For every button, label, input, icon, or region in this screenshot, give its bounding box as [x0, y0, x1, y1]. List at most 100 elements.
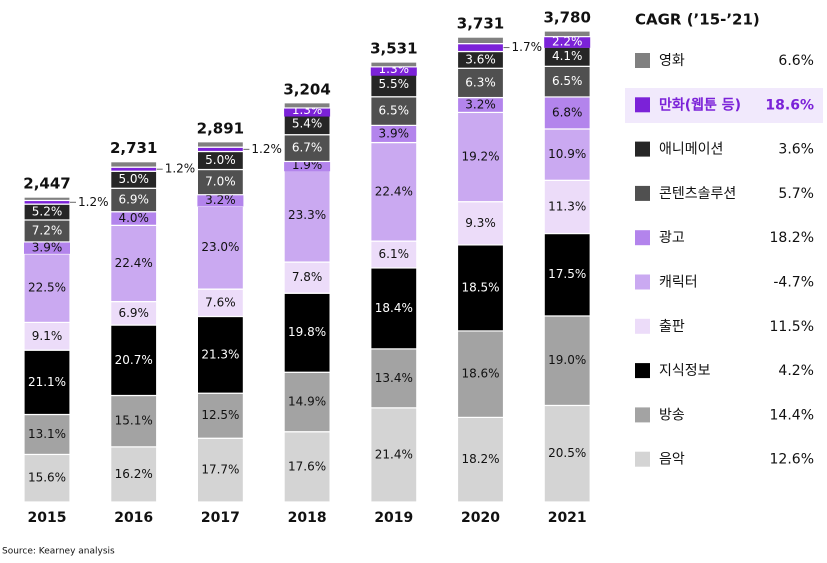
legend-swatch — [635, 230, 650, 246]
data-label: 3.2% — [465, 97, 496, 111]
data-label: 18.4% — [375, 301, 413, 315]
bar-segment — [23, 453, 71, 503]
data-label: 6.9% — [118, 192, 149, 206]
bar-segment — [543, 30, 591, 38]
data-label: 17.6% — [288, 459, 326, 473]
x-tick-label: 2019 — [374, 510, 413, 526]
bar-segment — [543, 65, 591, 98]
bar-segment — [543, 315, 591, 407]
bar-segment — [456, 43, 505, 53]
data-label: 16.2% — [115, 467, 153, 481]
legend-label: 지식정보 — [659, 363, 711, 379]
legend-swatch — [635, 274, 650, 290]
data-label: 21.1% — [28, 375, 66, 389]
data-label: 6.7% — [292, 141, 323, 155]
data-label: 5.0% — [205, 153, 236, 167]
bar-segment — [23, 253, 71, 324]
legend-highlight — [625, 88, 823, 123]
data-label: 4.0% — [118, 211, 149, 225]
data-label: 21.4% — [375, 447, 413, 461]
data-label: 4.1% — [552, 49, 583, 63]
bar-segment — [110, 324, 158, 397]
legend-label: 애니메이션 — [659, 142, 723, 158]
bar-segment — [456, 201, 505, 246]
data-label: 6.9% — [118, 306, 149, 320]
x-tick-label: 2018 — [288, 510, 327, 526]
legend-label: 만화(웹툰 등) — [659, 97, 741, 113]
legend-cagr: 18.6% — [765, 97, 814, 113]
x-tick-label: 2015 — [28, 510, 67, 526]
total-label: 3,780 — [543, 9, 590, 27]
legend-swatch — [635, 318, 650, 334]
bar-segment — [456, 244, 505, 332]
data-label: 5.5% — [379, 77, 410, 91]
bar-segment — [196, 315, 244, 394]
data-label: 22.5% — [28, 281, 66, 295]
label-box — [544, 35, 591, 48]
data-label: 19.8% — [288, 325, 326, 339]
legend-label: 출판 — [659, 319, 685, 335]
legend-cagr: 4.2% — [778, 363, 814, 379]
data-label: 18.2% — [461, 452, 499, 466]
source: Source: Kearney analysis — [2, 547, 115, 557]
bar-segment — [23, 321, 71, 351]
data-label: 6.5% — [552, 74, 583, 88]
bar-segment — [196, 146, 244, 153]
data-label: 1.2% — [78, 195, 109, 209]
total-label: 2,891 — [197, 119, 244, 137]
bar-segment — [370, 240, 418, 269]
legend-cagr: 6.6% — [778, 53, 814, 69]
data-label: 7.8% — [292, 270, 323, 284]
data-label: 21.3% — [201, 347, 239, 361]
label-box — [197, 194, 244, 207]
total-label: 2,447 — [23, 175, 70, 193]
legend-label: 영화 — [659, 53, 685, 69]
bar-segment — [456, 67, 505, 99]
data-label: 19.0% — [548, 353, 586, 367]
bar-segment — [110, 224, 158, 303]
data-label: 17.5% — [548, 267, 586, 281]
data-label: 3.9% — [32, 240, 63, 254]
legend-swatch — [635, 53, 650, 68]
bar-segment — [283, 102, 331, 109]
bar-segment — [196, 141, 244, 148]
legend-label: 방송 — [659, 407, 685, 423]
legend-swatch — [635, 451, 650, 467]
legend-label: 콘텐츠솔루션 — [659, 186, 736, 202]
data-label: 19.2% — [461, 150, 499, 164]
bar-segment — [456, 416, 505, 503]
bar-segment — [196, 288, 244, 318]
data-label: 2.2% — [552, 34, 583, 48]
data-label: 6.8% — [552, 105, 583, 119]
data-label: 15.6% — [28, 471, 66, 485]
data-label: 13.4% — [375, 371, 413, 385]
total-label: 3,531 — [370, 40, 417, 58]
legend-cagr: 14.4% — [770, 407, 814, 423]
legend-cagr: -4.7% — [773, 275, 814, 291]
x-tick-label: 2021 — [548, 510, 587, 526]
bar-segment — [23, 349, 71, 416]
bar-segment — [543, 128, 591, 181]
data-label: 6.5% — [379, 104, 410, 118]
data-label: 23.0% — [201, 240, 239, 254]
bar-segment — [283, 168, 331, 263]
x-tick-label: 2016 — [114, 510, 153, 526]
legend-swatch — [635, 97, 650, 113]
total-label: 3,731 — [457, 15, 504, 33]
bar-segment — [110, 161, 158, 168]
label-box — [24, 241, 70, 254]
bar-segment — [110, 166, 158, 172]
bar-segment — [543, 179, 591, 235]
legend-label: 광고 — [659, 230, 685, 246]
total-label: 2,731 — [110, 139, 157, 157]
data-label: 22.4% — [115, 256, 153, 270]
data-label: 22.4% — [375, 184, 413, 198]
data-label: 7.6% — [205, 295, 236, 309]
bar-segment — [370, 407, 418, 503]
bar-segment — [370, 267, 418, 350]
legend-swatch — [635, 141, 650, 157]
legend-title: CAGR (’15-’21) — [635, 11, 760, 29]
bar-segment — [370, 348, 418, 409]
bar-segment — [370, 96, 418, 126]
